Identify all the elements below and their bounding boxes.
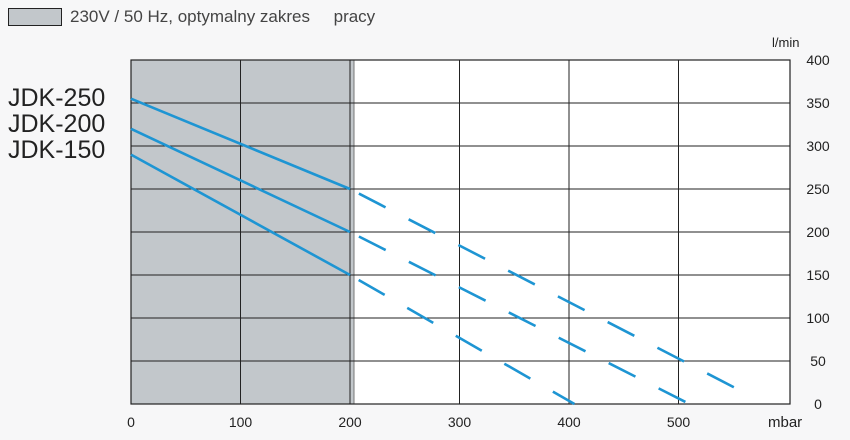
x-tick-label: 200 [338,414,362,430]
legend: 230V / 50 Hz, optymalny zakres pracy [8,6,375,28]
x-tick-label: 0 [127,414,135,430]
legend-swatch [8,8,62,26]
model-label-jdk-150: JDK-150 [8,136,106,164]
y-tick-label: 50 [810,353,826,369]
x-tick-label: 300 [448,414,472,430]
series-line-solid [130,127,351,234]
series-lines [130,97,751,406]
x-tick-labels: 0 100 200 300 400 500 [127,414,690,430]
y-axis-label: l/min [772,35,799,50]
legend-text: 230V / 50 Hz, optymalny zakres pracy [70,7,376,26]
model-label-jdk-200: JDK-200 [8,110,106,138]
series-line-dashed [349,187,751,397]
y-tick-label: 0 [814,396,822,412]
y-tick-label: 100 [806,310,830,326]
series-line-dashed [349,273,576,406]
y-tick-label: 250 [806,181,830,197]
model-label-jdk-250: JDK-250 [8,84,106,112]
x-tick-label: 500 [667,414,691,430]
grid [130,59,791,405]
series-line-solid [130,153,351,277]
plot-frame [130,59,791,405]
y-tick-label: 200 [806,224,830,240]
y-tick-label: 150 [806,267,830,283]
x-axis-label: mbar [768,414,802,431]
y-tick-label: 350 [806,95,830,111]
x-tick-label: 100 [229,414,253,430]
x-tick-label: 400 [557,414,581,430]
y-tick-label: 300 [806,138,830,154]
series-line-solid [130,97,351,191]
series-line-dashed [349,230,691,406]
y-tick-labels: 0 50 100 150 200 250 300 350 400 [806,52,830,412]
y-tick-label: 400 [806,52,830,68]
